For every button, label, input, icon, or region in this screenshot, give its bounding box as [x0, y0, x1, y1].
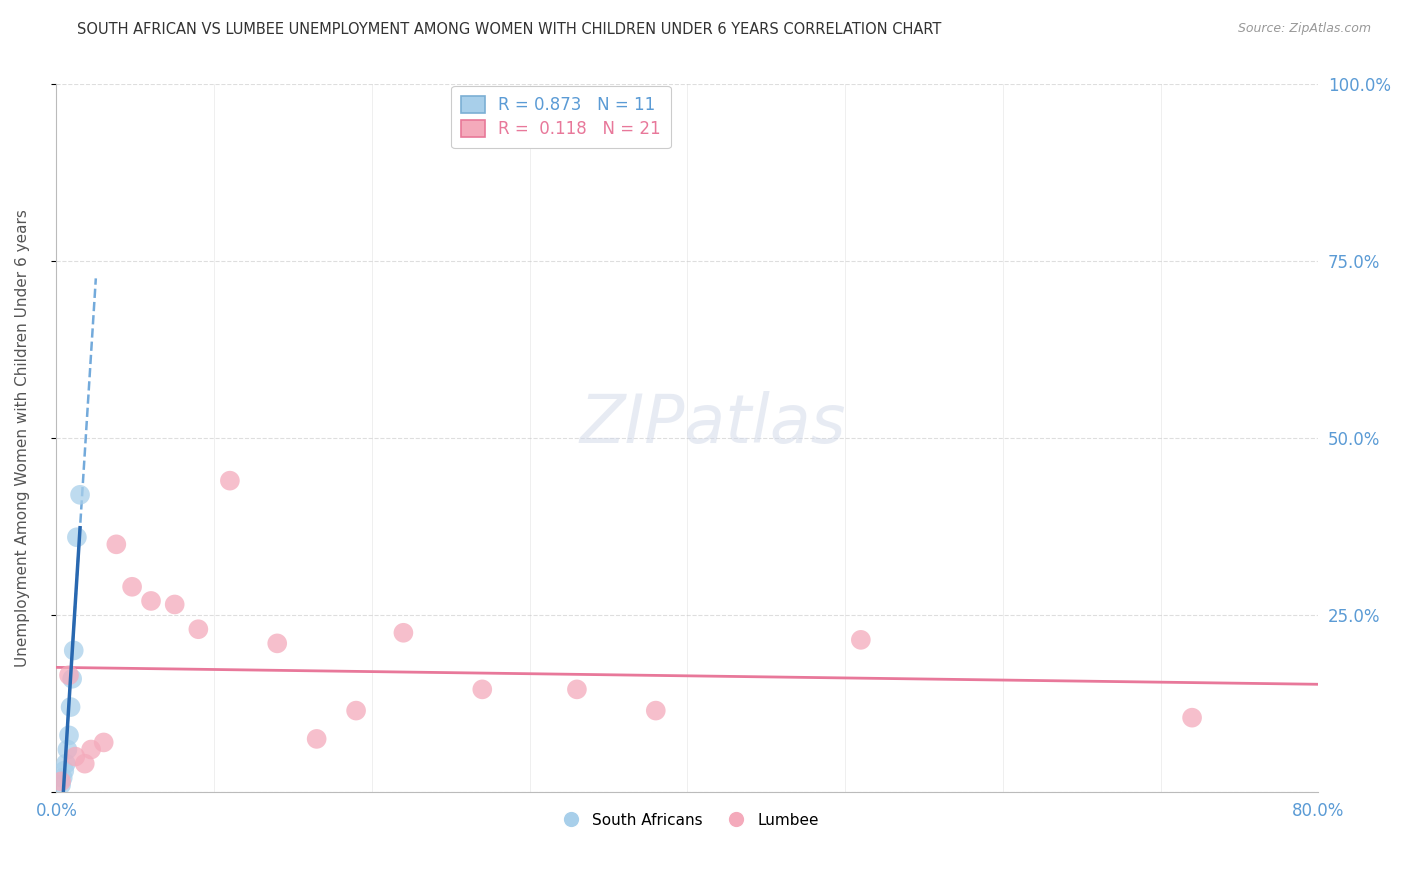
- Point: [56, 742, 79, 756]
- Point: [66, 530, 89, 544]
- Y-axis label: Unemployment Among Women with Children Under 6 years: Unemployment Among Women with Children U…: [15, 210, 30, 667]
- Point: [187, 622, 209, 636]
- Point: [219, 474, 242, 488]
- Point: [49, 778, 72, 792]
- Point: [53, 764, 76, 778]
- Point: [565, 682, 588, 697]
- Point: [62, 643, 84, 657]
- Point: [55, 756, 77, 771]
- Point: [69, 488, 91, 502]
- Point: [139, 594, 162, 608]
- Point: [644, 704, 666, 718]
- Point: [58, 728, 80, 742]
- Point: [73, 756, 96, 771]
- Point: [93, 735, 115, 749]
- Point: [849, 632, 872, 647]
- Point: [105, 537, 128, 551]
- Point: [471, 682, 494, 697]
- Legend: South Africans, Lumbee: South Africans, Lumbee: [550, 806, 825, 834]
- Text: Source: ZipAtlas.com: Source: ZipAtlas.com: [1237, 22, 1371, 36]
- Text: ZIPatlas: ZIPatlas: [579, 391, 846, 457]
- Point: [49, 774, 72, 789]
- Point: [58, 668, 80, 682]
- Point: [266, 636, 288, 650]
- Point: [392, 625, 415, 640]
- Point: [344, 704, 367, 718]
- Point: [121, 580, 143, 594]
- Point: [52, 771, 75, 785]
- Point: [65, 749, 87, 764]
- Point: [1181, 711, 1204, 725]
- Point: [305, 731, 328, 746]
- Point: [60, 672, 83, 686]
- Text: SOUTH AFRICAN VS LUMBEE UNEMPLOYMENT AMONG WOMEN WITH CHILDREN UNDER 6 YEARS COR: SOUTH AFRICAN VS LUMBEE UNEMPLOYMENT AMO…: [77, 22, 942, 37]
- Point: [80, 742, 103, 756]
- Point: [163, 598, 186, 612]
- Point: [59, 700, 82, 714]
